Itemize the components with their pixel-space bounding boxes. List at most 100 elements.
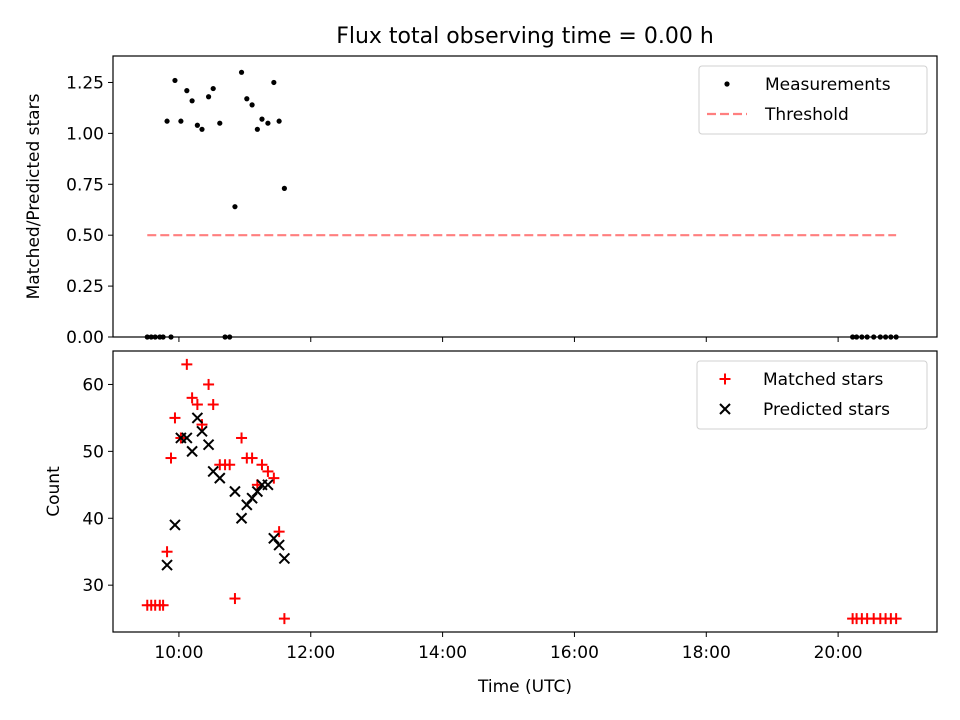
x-marker-b	[719, 403, 731, 415]
data-point	[203, 378, 215, 390]
data-point	[236, 432, 248, 444]
data-point	[276, 118, 282, 124]
y-axis-label: Count	[44, 466, 64, 517]
data-point	[169, 412, 181, 424]
data-point	[241, 499, 253, 511]
data-point	[210, 85, 216, 92]
axes-frame	[112, 350, 938, 633]
data-point	[262, 479, 274, 491]
data-point	[196, 419, 208, 431]
y-tick-label: 1.25	[66, 73, 104, 93]
data-point	[191, 412, 204, 424]
data-point	[254, 126, 260, 132]
data-point	[161, 559, 173, 571]
data-point	[249, 102, 255, 108]
x-marker-b	[196, 425, 208, 437]
data-point	[244, 96, 250, 102]
x-marker-b	[273, 539, 285, 551]
x-marker-b	[207, 465, 219, 478]
legend-marker-1	[719, 403, 731, 415]
x-marker-b	[229, 485, 241, 498]
x-marker-b	[246, 492, 258, 504]
data-point	[229, 593, 241, 605]
legend-label: Measurements	[765, 75, 891, 95]
data-point	[224, 459, 236, 471]
data-point	[232, 204, 238, 210]
y-tick-label: 1.00	[66, 124, 104, 144]
y-tick-label: 0.75	[66, 175, 104, 195]
data-point	[169, 519, 181, 531]
data-point	[186, 445, 198, 458]
legend: Matched stars Predicted stars	[696, 360, 928, 430]
x-marker-b	[161, 559, 173, 571]
data-point	[278, 552, 291, 565]
x-marker-b	[268, 532, 280, 545]
x-tick-label: 20:00	[814, 643, 863, 663]
x-marker-b	[262, 479, 274, 491]
x-marker-b	[191, 412, 204, 424]
data-point	[246, 452, 258, 464]
data-point	[256, 459, 268, 471]
data-point	[265, 120, 271, 126]
x-marker-b	[278, 552, 291, 565]
x-marker-b	[241, 499, 253, 511]
x-marker-b	[235, 512, 248, 524]
y-tick-label: 60	[82, 375, 104, 395]
x-marker-b	[181, 432, 193, 444]
y-tick-label: 0.00	[66, 328, 104, 348]
legend-label: Threshold	[764, 105, 849, 125]
chart-title: Flux total observing time = 0.00 h	[336, 24, 714, 49]
x-tick-label: 10:00	[154, 643, 203, 663]
data-point	[172, 77, 178, 84]
x-tick-label: 16:00	[550, 643, 599, 663]
x-axis-label: Time (UTC)	[477, 677, 572, 697]
y-tick-label: 40	[82, 509, 104, 529]
series-predicted-stars	[161, 412, 291, 571]
x-tick-label: 12:00	[286, 643, 335, 663]
data-point	[890, 613, 902, 625]
x-marker-b	[214, 472, 226, 484]
legend-box	[698, 65, 928, 135]
data-point	[229, 485, 241, 498]
series-matched-stars	[141, 358, 902, 625]
legend-label: Matched stars	[763, 370, 883, 390]
data-point	[189, 98, 195, 104]
data-point	[202, 438, 215, 451]
y-tick-label: 0.25	[66, 277, 104, 297]
data-point	[271, 79, 277, 86]
data-point	[217, 120, 223, 126]
data-point	[238, 69, 245, 75]
data-point	[268, 532, 280, 545]
axes-frame	[112, 55, 938, 338]
data-point	[235, 512, 248, 524]
data-point	[251, 485, 264, 498]
y-tick-label: 0.50	[66, 226, 104, 246]
legend-label: Predicted stars	[763, 400, 890, 420]
x-tick-label: 14:00	[418, 643, 467, 663]
data-point	[184, 88, 190, 94]
x-marker-b	[251, 485, 264, 498]
data-point	[165, 452, 177, 464]
data-point	[205, 94, 212, 100]
data-point	[157, 599, 169, 611]
data-point	[191, 399, 203, 411]
data-point	[268, 472, 280, 484]
data-point	[273, 539, 285, 551]
data-point	[178, 118, 184, 124]
data-point	[181, 432, 193, 444]
data-point	[273, 526, 285, 538]
legend: Measurements Threshold	[698, 65, 928, 135]
data-point	[196, 425, 208, 437]
x-tick-label: 18:00	[682, 643, 731, 663]
data-point	[214, 472, 226, 484]
x-marker-b	[169, 519, 181, 531]
data-point	[181, 358, 193, 370]
legend-box	[696, 360, 928, 430]
data-point	[164, 118, 170, 124]
data-point	[161, 546, 173, 558]
data-point	[259, 116, 265, 122]
bottom-panel: 30 40 50 60 10:00 12:00 14:00 16:00 18:00 20:00 Co…	[44, 350, 938, 697]
x-marker-b	[202, 438, 215, 451]
data-point	[194, 122, 200, 128]
